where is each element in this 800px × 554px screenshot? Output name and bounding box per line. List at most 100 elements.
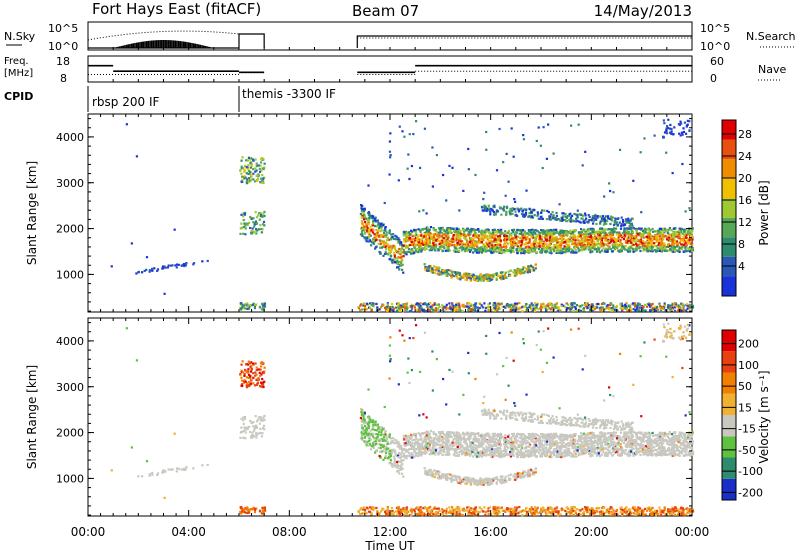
data-cell — [642, 306, 645, 309]
nave-tick-bottom: 0 — [710, 72, 717, 85]
data-cell — [667, 232, 670, 235]
data-cell — [678, 233, 681, 236]
data-cell — [488, 273, 491, 276]
data-cell — [365, 236, 368, 239]
data-cell — [611, 246, 615, 249]
nave-tick-top: 60 — [710, 55, 724, 68]
data-cell — [546, 231, 549, 234]
data-cell — [374, 219, 377, 222]
data-cell — [372, 231, 375, 234]
data-cell — [169, 264, 173, 267]
data-cell — [535, 303, 539, 306]
data-cell — [584, 236, 587, 239]
data-cell — [379, 243, 382, 246]
data-cell — [595, 222, 598, 226]
data-cell — [584, 304, 587, 307]
data-cell — [493, 205, 496, 209]
colorbar-segment — [722, 159, 736, 179]
data-cell — [454, 250, 457, 253]
data-cell — [480, 251, 484, 254]
data-cell — [421, 238, 424, 242]
data-cell — [458, 306, 461, 309]
data-cell — [395, 260, 399, 263]
data-cell — [664, 234, 667, 237]
data-cell — [360, 206, 363, 210]
data-cell — [242, 218, 245, 222]
data-cell — [590, 239, 593, 242]
nave-series — [88, 70, 692, 75]
data-cell — [514, 307, 517, 310]
data-cell — [427, 267, 431, 270]
data-cell — [429, 225, 433, 229]
data-cell — [557, 249, 560, 252]
data-cell — [485, 277, 488, 280]
data-cell — [607, 247, 611, 250]
data-cell — [386, 238, 389, 241]
data-cell — [171, 264, 174, 267]
data-cell — [663, 302, 666, 305]
data-cell — [498, 303, 501, 306]
data-cell — [382, 254, 385, 257]
data-cell — [547, 234, 550, 237]
data-cell — [498, 251, 501, 254]
data-cell — [424, 267, 427, 270]
data-cell — [636, 308, 639, 312]
data-cell — [522, 134, 525, 137]
data-cell — [521, 268, 525, 271]
data-cell — [241, 179, 244, 182]
data-cell — [367, 211, 371, 214]
data-cell — [551, 308, 555, 312]
data-cell — [664, 131, 667, 134]
data-cell — [489, 208, 493, 211]
data-cell — [677, 304, 680, 307]
data-cell — [400, 307, 403, 310]
data-cell — [428, 237, 431, 240]
data-cell — [401, 247, 404, 250]
data-cell — [410, 303, 413, 306]
data-cell — [683, 250, 686, 253]
data-cell — [504, 249, 507, 253]
data-cell — [529, 251, 532, 254]
data-cell — [464, 272, 467, 275]
data-cell — [639, 240, 642, 243]
data-cell — [240, 384, 243, 387]
data-cell — [485, 250, 488, 253]
data-cell — [564, 305, 567, 309]
cpid-mode-1: rbsp 200 IF — [92, 95, 159, 109]
data-cell — [391, 246, 394, 249]
data-cell — [682, 243, 685, 247]
data-cell — [467, 302, 471, 305]
data-cell — [498, 234, 502, 238]
data-cell — [581, 229, 584, 232]
data-cell — [574, 248, 577, 252]
data-cell — [253, 307, 257, 310]
data-cell — [261, 306, 265, 309]
data-cell — [161, 471, 164, 474]
data-cell — [263, 414, 266, 418]
data-cell — [478, 246, 481, 250]
data-cell — [588, 215, 591, 219]
data-cell — [627, 236, 630, 239]
data-cell — [458, 304, 461, 307]
data-cell — [601, 242, 605, 245]
data-cell — [391, 258, 394, 261]
data-cell — [515, 231, 519, 234]
data-cell — [630, 229, 633, 233]
data-cell — [441, 239, 444, 242]
data-cell — [263, 214, 266, 218]
data-cell — [389, 248, 392, 252]
data-cell — [562, 230, 566, 233]
data-cell — [518, 208, 521, 211]
data-cell — [617, 245, 620, 248]
data-cell — [523, 270, 527, 273]
data-cell — [622, 237, 626, 241]
data-cell — [263, 508, 266, 511]
data-cell — [254, 211, 257, 214]
data-cell — [612, 228, 615, 231]
data-cell — [457, 243, 461, 246]
data-cell — [401, 305, 404, 308]
data-cell — [427, 232, 430, 236]
data-cell — [240, 363, 243, 366]
data-cell — [581, 217, 584, 220]
data-cell — [507, 180, 510, 183]
